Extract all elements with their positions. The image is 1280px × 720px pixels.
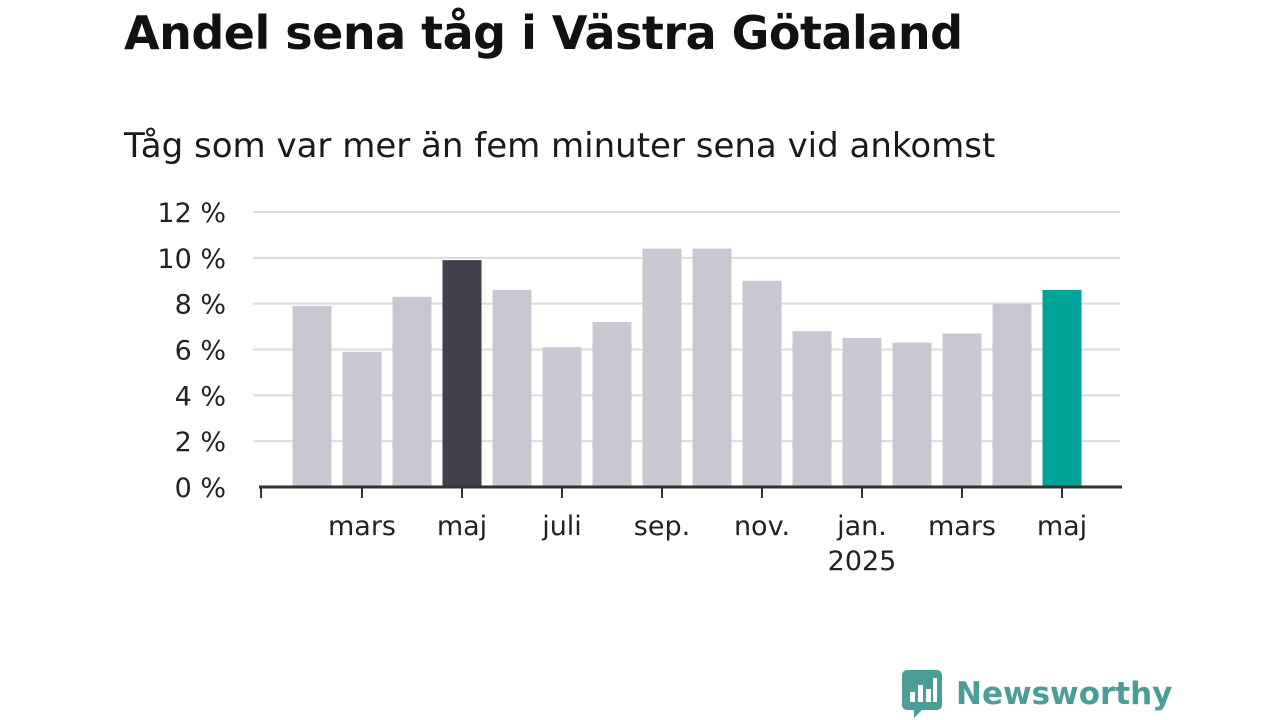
x-tick-label: jan. [836,511,887,542]
bar [1042,289,1082,487]
y-axis: 0 % 2 % 4 % 6 % 8 % 10 % 12 % [157,198,226,504]
bar [492,289,532,487]
y-tick-label: 12 % [157,198,226,229]
bar [992,303,1032,487]
x-tick-label: maj [1037,511,1087,542]
bar [292,305,332,487]
newsworthy-logo-icon [902,670,942,718]
x-tick-label: maj [437,511,487,542]
bar-chart: 0 % 2 % 4 % 6 % 8 % 10 % 12 % mars maj juli sep. n… [157,198,1122,577]
bar [892,342,932,487]
x-tick-label: mars [928,511,996,542]
y-tick-label: 2 % [175,427,226,458]
x-tick-sublabel: 2025 [828,546,897,577]
x-tick-label: juli [541,511,582,542]
y-tick-label: 6 % [175,336,226,367]
bar [692,248,732,487]
bar [942,333,982,487]
bar [742,280,782,487]
x-tick-label: mars [328,511,396,542]
bar [542,347,582,487]
bars [292,248,1082,487]
y-tick-label: 8 % [175,290,226,321]
grid-lines [253,211,1120,443]
x-tick-label: sep. [634,511,690,542]
y-tick-label: 10 % [157,244,226,275]
bar [792,331,832,487]
chart-title: Andel sena tåg i Västra Götaland [124,6,963,60]
chart-subtitle: Tåg som var mer än fem minuter sena vid … [124,126,996,166]
y-tick-label: 4 % [175,381,226,412]
x-tick-label: nov. [734,511,790,542]
bar [342,351,382,487]
x-axis: mars maj juli sep. nov. jan. 2025 mars maj [259,485,1122,577]
bar [442,260,482,487]
bar [842,338,882,487]
y-tick-label: 0 % [175,473,226,504]
newsworthy-logo: Newsworthy [902,670,1172,718]
brand-name: Newsworthy [956,676,1173,712]
bar [392,296,432,487]
bar [642,248,682,487]
bar [592,322,632,487]
